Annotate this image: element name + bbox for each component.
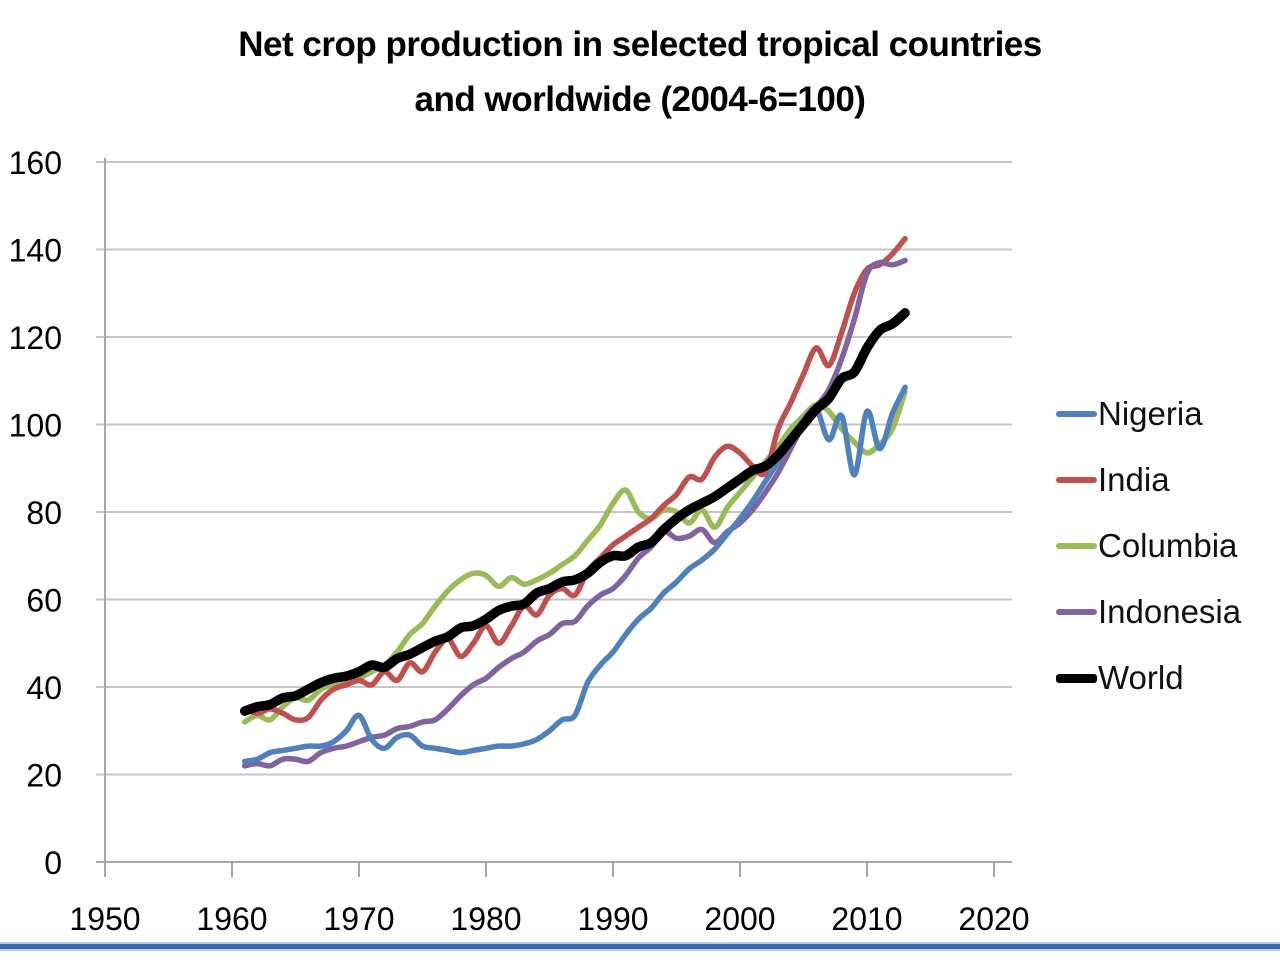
x-tick-label: 2020 [958, 901, 1029, 937]
legend-swatch-india [1056, 477, 1097, 483]
series-line-world [239, 308, 910, 716]
x-tick-label: 2000 [704, 901, 775, 937]
legend-label: Columbia [1098, 527, 1238, 564]
x-tick-label: 1970 [323, 901, 394, 937]
x-tick-label: 1990 [577, 901, 648, 937]
chart-title: Net crop production in selected tropical… [0, 18, 1280, 128]
legend-swatch-nigeria [1056, 411, 1097, 417]
axes [96, 158, 1012, 877]
series-lines [239, 235, 910, 769]
legend-swatch-columbia [1056, 543, 1097, 549]
y-tick-label: 120 [9, 320, 62, 356]
legend-label: Nigeria [1098, 395, 1203, 432]
legend-item-world: World [1056, 645, 1241, 711]
y-tick-label: 60 [26, 583, 62, 619]
legend-item-columbia: Columbia [1056, 513, 1241, 579]
legend-label: India [1098, 461, 1170, 498]
chart-title-line2: and worldwide (2004-6=100) [414, 79, 866, 119]
legend-item-nigeria: Nigeria [1056, 381, 1241, 447]
legend-label: Indonesia [1098, 593, 1242, 630]
y-tick-label: 80 [26, 495, 62, 531]
series-line-nigeria [241, 384, 908, 765]
y-tick-label: 20 [26, 758, 62, 794]
y-tick-label: 0 [44, 845, 62, 881]
chart-title-line1: Net crop production in selected tropical… [238, 25, 1042, 64]
y-tick-label: 160 [9, 145, 62, 181]
legend-item-india: India [1056, 447, 1241, 513]
legend-swatch-indonesia [1056, 609, 1097, 615]
y-tick-label: 40 [26, 670, 62, 706]
x-tick-label: 2010 [831, 901, 902, 937]
axis-labels: 0 20 40 60 80 100 120 140 160 1950 1960 1970 1980 199… [9, 145, 1030, 937]
x-tick-label: 1980 [450, 901, 521, 937]
legend-item-indonesia: Indonesia [1056, 579, 1241, 645]
page-divider [0, 942, 1280, 951]
legend-swatch-world [1056, 673, 1097, 683]
x-tick-label: 1950 [69, 901, 140, 937]
gridlines [96, 161, 1012, 863]
x-tick-label: 1960 [196, 901, 267, 937]
legend-label: World [1098, 659, 1184, 696]
series-line-india [241, 235, 908, 724]
chart-legend: Nigeria India Columbia Indonesia World [1056, 381, 1241, 711]
y-tick-label: 100 [9, 408, 62, 444]
y-tick-label: 140 [9, 233, 62, 269]
